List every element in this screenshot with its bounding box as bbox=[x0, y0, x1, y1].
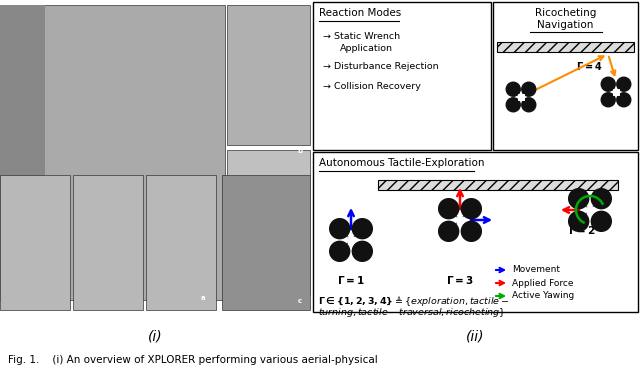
Bar bbox=[613, 89, 619, 95]
Circle shape bbox=[591, 211, 611, 231]
Text: $\mathbf{\Gamma = 3}$: $\mathbf{\Gamma = 3}$ bbox=[446, 274, 474, 286]
Circle shape bbox=[591, 189, 611, 209]
Circle shape bbox=[522, 82, 536, 96]
Text: $\mathbf{\Gamma = 2}$: $\mathbf{\Gamma = 2}$ bbox=[568, 224, 596, 236]
Circle shape bbox=[601, 77, 615, 91]
Circle shape bbox=[506, 98, 520, 112]
Text: Autonomous Tactile-Exploration: Autonomous Tactile-Exploration bbox=[319, 158, 484, 168]
Text: Applied Force: Applied Force bbox=[512, 279, 573, 287]
Text: d: d bbox=[297, 313, 302, 319]
Circle shape bbox=[352, 219, 372, 239]
Circle shape bbox=[601, 93, 615, 107]
Circle shape bbox=[522, 98, 536, 112]
Text: c: c bbox=[298, 298, 302, 304]
Text: → Static Wrench: → Static Wrench bbox=[323, 32, 400, 41]
Text: $\mathbf{\Gamma = 1}$: $\mathbf{\Gamma = 1}$ bbox=[337, 274, 365, 286]
Text: → Collision Recovery: → Collision Recovery bbox=[323, 82, 421, 91]
Text: (i): (i) bbox=[148, 330, 163, 344]
Bar bbox=[348, 237, 354, 243]
Text: (ii): (ii) bbox=[466, 330, 484, 344]
Bar bbox=[227, 5, 310, 145]
Bar bbox=[518, 94, 524, 100]
Text: Ricocheting: Ricocheting bbox=[535, 8, 596, 18]
Bar bbox=[497, 42, 634, 52]
Circle shape bbox=[569, 211, 589, 231]
Text: Application: Application bbox=[340, 44, 393, 53]
Text: Navigation: Navigation bbox=[538, 20, 594, 30]
Text: $\mathbf{\Gamma \in \{1,2,3,4\}} \triangleq \{$$\mathit{exploration, tactile-}$: $\mathbf{\Gamma \in \{1,2,3,4\}} \triang… bbox=[318, 294, 509, 308]
Bar bbox=[0, 175, 70, 310]
Circle shape bbox=[438, 199, 459, 219]
Circle shape bbox=[461, 221, 481, 241]
Bar bbox=[313, 152, 638, 312]
Circle shape bbox=[330, 219, 349, 239]
Circle shape bbox=[461, 199, 481, 219]
Circle shape bbox=[617, 93, 631, 107]
Bar bbox=[146, 175, 216, 310]
Bar bbox=[0, 5, 225, 300]
Text: Fig. 1.    (i) An overview of XPLORER performing various aerial-physical: Fig. 1. (i) An overview of XPLORER perfo… bbox=[8, 355, 378, 365]
Bar bbox=[457, 217, 463, 223]
Bar bbox=[313, 2, 491, 150]
Bar bbox=[493, 2, 638, 150]
Circle shape bbox=[506, 82, 520, 96]
Text: Active Yawing: Active Yawing bbox=[512, 292, 574, 300]
Text: $\mathbf{\Gamma = 4}$: $\mathbf{\Gamma = 4}$ bbox=[575, 60, 602, 72]
Circle shape bbox=[617, 77, 631, 91]
Bar bbox=[227, 150, 310, 295]
Circle shape bbox=[330, 241, 349, 261]
Bar bbox=[378, 180, 618, 190]
Bar bbox=[73, 175, 143, 310]
Text: b: b bbox=[297, 148, 302, 154]
Text: a: a bbox=[200, 295, 205, 301]
Text: e: e bbox=[200, 313, 205, 319]
Text: $\mathit{turning, tactile - traversal, ricocheting\}}$: $\mathit{turning, tactile - traversal, r… bbox=[318, 306, 506, 319]
Text: → Disturbance Rejection: → Disturbance Rejection bbox=[323, 62, 438, 71]
Bar bbox=[0, 5, 45, 300]
Circle shape bbox=[352, 241, 372, 261]
Text: Reaction Modes: Reaction Modes bbox=[319, 8, 401, 18]
Circle shape bbox=[438, 221, 459, 241]
Text: Movement: Movement bbox=[512, 266, 560, 275]
Bar bbox=[222, 175, 310, 310]
Bar bbox=[587, 207, 593, 213]
Circle shape bbox=[569, 189, 589, 209]
